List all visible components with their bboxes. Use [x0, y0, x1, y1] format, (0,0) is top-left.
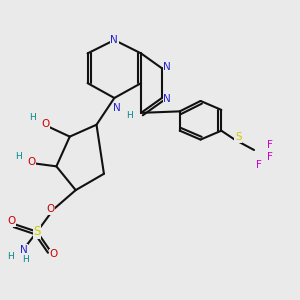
Text: O: O — [41, 119, 49, 129]
Text: H: H — [15, 152, 22, 161]
Text: S: S — [235, 132, 242, 142]
Text: N: N — [113, 103, 121, 113]
Text: N: N — [164, 62, 171, 72]
Text: F: F — [256, 160, 262, 170]
Text: H: H — [8, 252, 14, 261]
Text: F: F — [266, 152, 272, 161]
Text: O: O — [50, 249, 58, 259]
Text: S: S — [33, 225, 41, 238]
Text: H: H — [126, 111, 133, 120]
Text: H: H — [22, 256, 28, 265]
Text: O: O — [7, 216, 15, 226]
Text: F: F — [266, 140, 272, 150]
Text: N: N — [20, 244, 28, 255]
Text: N: N — [164, 94, 171, 104]
Text: N: N — [110, 35, 118, 45]
Text: H: H — [28, 113, 35, 122]
Text: O: O — [28, 157, 36, 167]
Text: O: O — [46, 204, 55, 214]
